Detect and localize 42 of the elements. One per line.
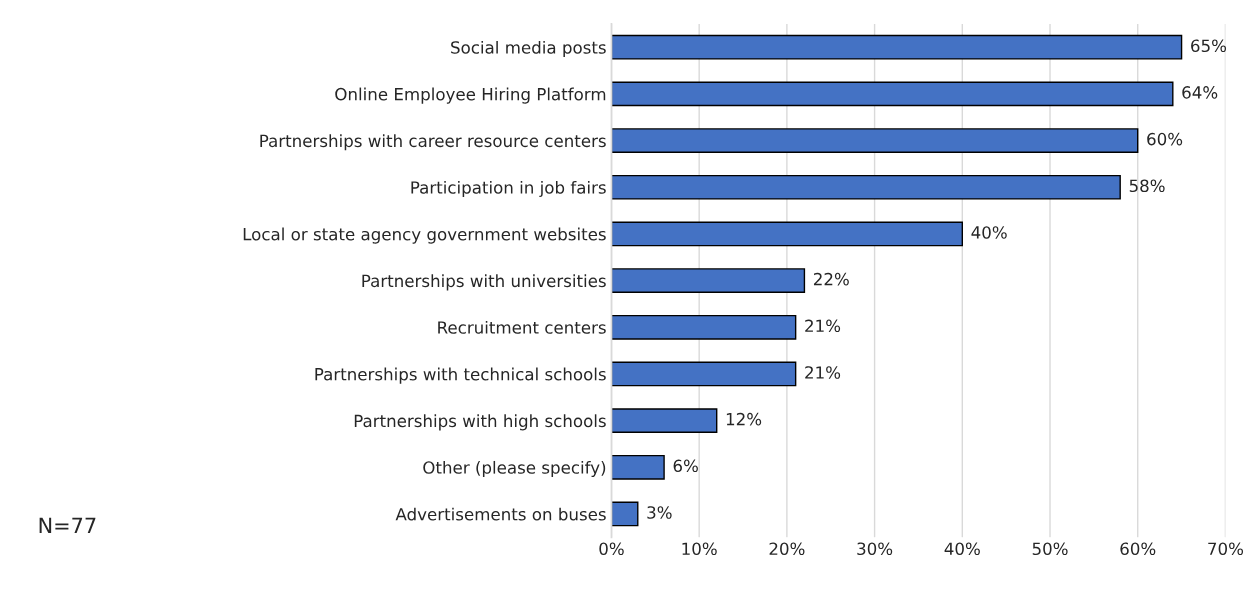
- text: N=77: [39, 517, 96, 533]
- y-tick-label: Participation in job fairs: [411, 180, 606, 198]
- x-tick-label: 30%: [857, 542, 893, 556]
- data-label: 65%: [1191, 39, 1227, 53]
- x-tick-label: 20%: [769, 542, 805, 556]
- data-label: 22%: [813, 272, 849, 286]
- data-label: 6%: [673, 459, 698, 473]
- data-label: 21%: [805, 366, 841, 379]
- bar: [611, 128, 1139, 153]
- data-label: 12%: [726, 412, 762, 426]
- y-tick-label: Partnerships with career resource centers: [260, 134, 606, 151]
- y-tick-label: Partnerships with technical schools: [315, 367, 606, 384]
- y-tick-label: Local or state agency government websites: [243, 227, 606, 244]
- x-tick-label: 70%: [1208, 542, 1244, 556]
- y-tick-label: Partnerships with universities: [362, 274, 606, 291]
- bar: [611, 501, 639, 527]
- bar: [611, 408, 718, 433]
- y-tick-label: Recruitment centers: [438, 320, 606, 334]
- bar: [611, 454, 665, 480]
- y-tick-label: Social media posts: [451, 40, 606, 58]
- x-tick-label: 10%: [682, 542, 717, 556]
- x-tick-label: 0%: [599, 542, 624, 556]
- data-label: 60%: [1147, 132, 1183, 146]
- data-label: 64%: [1182, 86, 1218, 99]
- y-tick-label: Other (please specify): [423, 460, 606, 478]
- bar: [611, 268, 806, 293]
- bar: [611, 361, 797, 387]
- data-label: 3%: [647, 506, 672, 519]
- data-label: 58%: [1129, 179, 1165, 193]
- x-tick-label: 40%: [944, 542, 980, 556]
- data-label: 21%: [805, 319, 841, 333]
- bar: [611, 81, 1174, 107]
- bar: [611, 34, 1183, 60]
- data-label: 40%: [971, 226, 1007, 239]
- x-tick-label: 50%: [1032, 542, 1068, 556]
- bar: [611, 221, 963, 247]
- bar: [611, 174, 1121, 200]
- bar: [611, 314, 797, 340]
- y-tick-label: Advertisements on buses: [395, 507, 606, 521]
- y-tick-label: Online Employee Hiring Platform: [335, 87, 606, 104]
- y-tick-label: Partnerships with high schools: [354, 414, 606, 431]
- x-tick-label: 60%: [1120, 542, 1156, 556]
